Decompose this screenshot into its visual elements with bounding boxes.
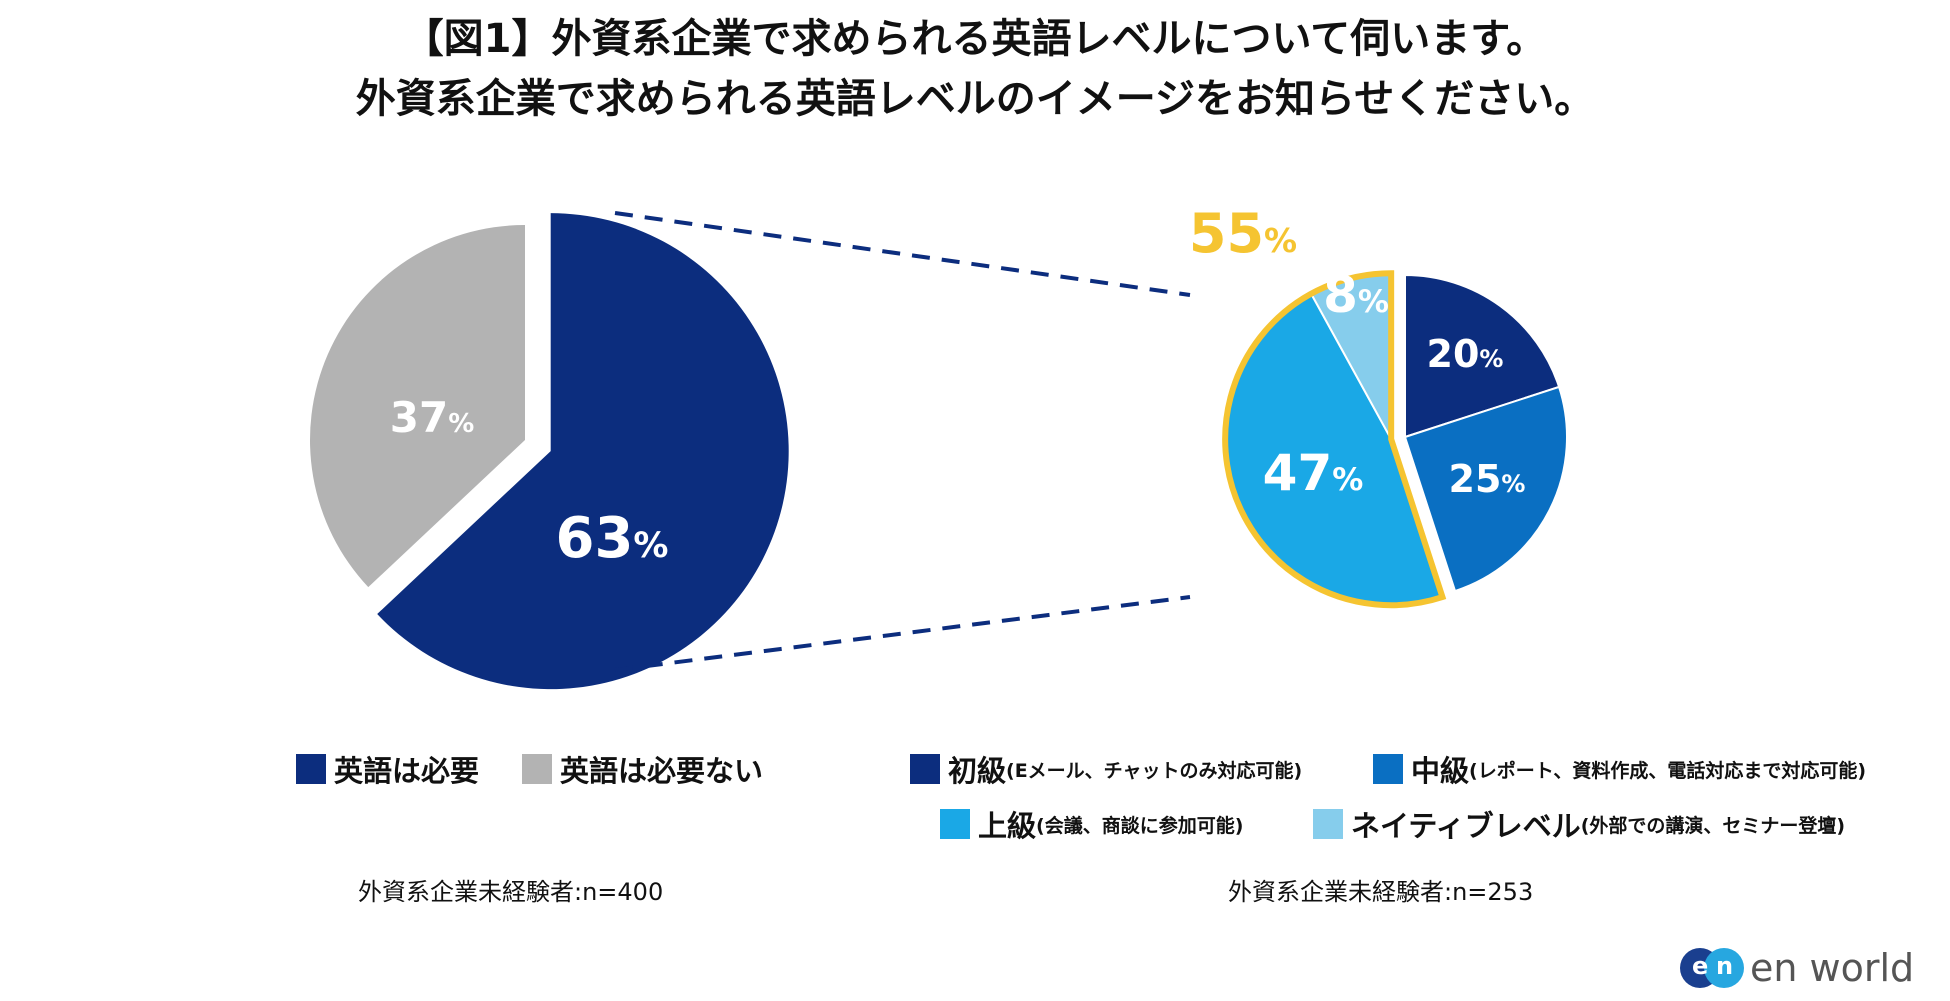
legend-swatch-native	[1313, 809, 1343, 839]
legend-label-advanced: 上級	[978, 809, 1037, 843]
data-label-highlight-total: 55%	[1189, 202, 1297, 265]
legend-item-advanced: 上級 (会議、商談に参加可能)	[940, 803, 1243, 845]
chart-title-line-1: 【図1】外資系企業で求められる英語レベルについて伺います。	[403, 16, 1547, 62]
legend-label-need: 英語は必要	[334, 754, 480, 788]
data-label-not-needed: 37%	[390, 393, 475, 442]
data-label-needed: 63%	[555, 506, 668, 571]
legend-desc-intermediate: (レポート、資料作成、電話対応まで対応可能)	[1469, 759, 1867, 782]
legend-swatch-intermediate	[1373, 754, 1403, 784]
legend-item-not-need: 英語は必要ない	[522, 748, 763, 790]
legend-desc-native: (外部での講演、セミナー登壇)	[1580, 814, 1846, 837]
data-label-advanced: 47%	[1263, 444, 1364, 502]
data-label-beginner: 20%	[1427, 332, 1504, 376]
connector-line-top	[614, 211, 1191, 297]
data-label-intermediate: 25%	[1449, 457, 1526, 501]
connector-line-bottom	[614, 595, 1191, 672]
legend-item-intermediate: 中級 (レポート、資料作成、電話対応まで対応可能)	[1373, 748, 1866, 790]
legend-label-intermediate: 中級	[1411, 754, 1470, 788]
legend-item-beginner: 初級 (Eメール、チャットのみ対応可能)	[910, 748, 1302, 790]
data-label-native: 8%	[1323, 266, 1389, 324]
sample-size-note-left: 外資系企業未経験者:n=400	[358, 878, 664, 906]
pie-slice-intermediate	[1403, 385, 1568, 593]
pie-slice-needed	[377, 213, 789, 690]
legend-swatch-not-need	[522, 754, 552, 784]
chart-title-line-2: 外資系企業で求められる英語レベルのイメージをお知らせください。	[355, 76, 1595, 122]
sample-size-note-right: 外資系企業未経験者:n=253	[1228, 878, 1534, 906]
legend-desc-beginner: (Eメール、チャットのみ対応可能)	[1006, 759, 1303, 782]
logo-text: en world	[1750, 946, 1915, 990]
legend-label-not-need: 英語は必要ない	[560, 754, 764, 788]
legend-swatch-beginner	[910, 754, 940, 784]
enworld-logo: e n en world	[1680, 946, 1914, 990]
logo-mark-e: e	[1692, 952, 1709, 980]
legend-item-native: ネイティブレベル (外部での講演、セミナー登壇)	[1313, 803, 1845, 845]
pie-slice-beginner	[1404, 273, 1561, 439]
logo-mark-n: n	[1716, 952, 1734, 980]
enworld-logo-mark: e n	[1680, 948, 1744, 988]
legend-label-beginner: 初級	[948, 754, 1007, 788]
legend-label-native: ネイティブレベル	[1351, 809, 1581, 843]
legend-desc-advanced: (会議、商談に参加可能)	[1036, 814, 1244, 837]
pie-slice-not-needed	[310, 225, 525, 588]
legend-swatch-need	[296, 754, 326, 784]
legend-swatch-advanced	[940, 809, 970, 839]
legend-item-need: 英語は必要	[296, 748, 479, 790]
highlight-outline-advanced-native	[1222, 270, 1447, 609]
